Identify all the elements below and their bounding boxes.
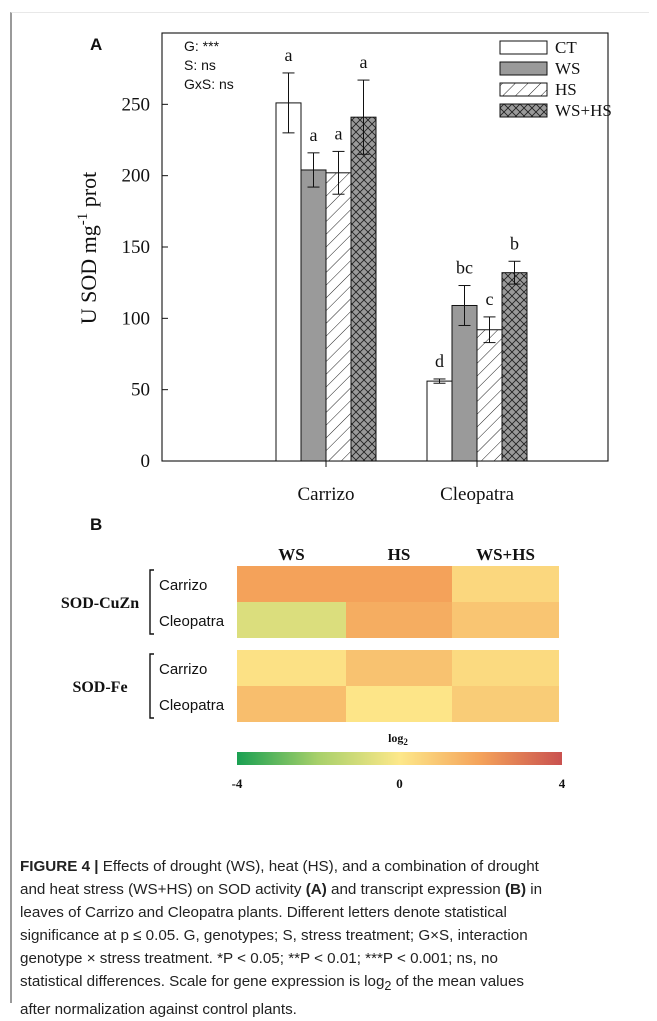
caption-sub-2: 2: [384, 979, 392, 994]
bar-ws-hs-cleopatra: [501, 272, 528, 462]
heatmap-cell: [237, 686, 346, 722]
legend-swatch: [499, 82, 548, 97]
legend-swatch: [499, 40, 548, 55]
x-tick-label: Carrizo: [298, 484, 355, 505]
stats-annotation: GxS: ns: [184, 76, 234, 92]
y-tick-label: 50: [131, 380, 150, 401]
caption-text-5: leaves of Carrizo and Cleopatra plants. …: [20, 904, 507, 921]
bar-ct-carrizo: [275, 102, 302, 462]
heatmap-cell: [346, 686, 452, 722]
caption-text-1: Effects of drought (WS), heat (HS), and …: [98, 858, 539, 875]
bar-hs-carrizo: [325, 172, 352, 462]
legend-label: CT: [555, 38, 577, 57]
significance-letter: b: [510, 233, 519, 253]
caption-label: FIGURE 4 |: [20, 858, 99, 875]
heatmap-cell: [237, 566, 346, 602]
significance-letter: c: [486, 289, 494, 309]
significance-letter: a: [285, 45, 293, 65]
significance-letter: d: [435, 351, 444, 371]
panel-b-heatmap: B WS HS WS+HS SOD-CuZn Carrizo Cleopatra SOD-Fe…: [61, 515, 566, 791]
caption-ref-b: (B): [504, 881, 527, 898]
caption-text-9: of the mean values: [391, 973, 525, 990]
caption-text-8: statistical differences. Scale for gene …: [20, 973, 385, 990]
group-bracket: [149, 653, 154, 719]
heatmap-cell: [346, 602, 452, 638]
genotype-row-label: Carrizo: [159, 577, 207, 594]
bar-ws-hs-carrizo: [350, 116, 377, 462]
legend-swatch: [499, 103, 548, 118]
heatmap-column-header: HS: [388, 545, 411, 564]
caption-text-7: genotype × stress treatment. *P < 0.05; …: [20, 950, 498, 967]
bar-ct-cleopatra: [426, 380, 453, 462]
legend-label: WS: [555, 59, 581, 78]
caption-text-4: in: [526, 881, 543, 898]
stats-annotation: G: ***: [184, 38, 220, 54]
scale-tick-label: 0: [396, 776, 403, 791]
scale-tick-label: 4: [559, 776, 566, 791]
figure-svg: A G: *** S: ns GxS: ns 0 50 100 150 200 250 U SOD …: [61, 32, 612, 791]
heatmap-cell: [452, 602, 559, 638]
significance-letter: a: [310, 125, 318, 145]
legend-swatch: [499, 61, 548, 76]
y-axis-label: U SOD mg-1 prot: [75, 172, 101, 324]
heatmap-column-header: WS: [278, 545, 304, 564]
y-tick-label: 150: [122, 237, 151, 258]
heatmap-cell: [452, 686, 559, 722]
bar-ws-cleopatra: [451, 304, 478, 462]
scale-tick-label: -4: [232, 776, 243, 791]
significance-letter: a: [360, 52, 368, 72]
significance-letter: a: [335, 123, 343, 143]
legend-label: HS: [555, 80, 577, 99]
genotype-row-label: Carrizo: [159, 661, 207, 678]
scale-label: log2: [388, 731, 408, 747]
caption-text-6: significance at p ≤ 0.05. G, genotypes; …: [20, 927, 528, 944]
heatmap-cell: [237, 602, 346, 638]
gene-group-label: SOD-CuZn: [61, 595, 139, 612]
heatmap-cell: [346, 650, 452, 686]
significance-letter: bc: [456, 258, 473, 278]
legend-label: WS+HS: [555, 101, 612, 120]
y-tick-label: 250: [122, 94, 151, 115]
caption-text-3: and transcript expression: [326, 881, 505, 898]
caption-ref-a: (A): [305, 881, 327, 898]
heatmap-cell: [452, 566, 559, 602]
caption-text-10: after normalization against control plan…: [20, 1001, 297, 1019]
genotype-row-label: Cleopatra: [159, 613, 225, 630]
figure-frame: [10, 12, 649, 1003]
figure-caption: FIGURE 4 | Effects of drought (WS), heat…: [20, 855, 640, 1021]
bar-hs-cleopatra: [476, 329, 503, 462]
heatmap-column-header: WS+HS: [476, 545, 535, 564]
heatmap-cell: [237, 650, 346, 686]
bar-ws-carrizo: [300, 169, 327, 462]
plot-frame: [161, 32, 609, 462]
y-tick-label: 0: [141, 451, 151, 472]
group-bracket: [149, 569, 154, 635]
genotype-row-label: Cleopatra: [159, 697, 225, 714]
panel-a-bar-chart: A G: *** S: ns GxS: ns 0 50 100 150 200 250 U SOD …: [75, 32, 612, 505]
x-tick-label: Cleopatra: [440, 484, 514, 505]
caption-text-2: and heat stress (WS+HS) on SOD activity: [20, 881, 306, 898]
y-tick-label: 100: [122, 308, 151, 329]
panel-b-label: B: [90, 515, 102, 534]
y-tick-label: 200: [122, 166, 151, 187]
heatmap-cell: [346, 566, 452, 602]
panel-a-label: A: [90, 35, 102, 54]
stats-annotation: S: ns: [184, 57, 216, 73]
heatmap-cell: [452, 650, 559, 686]
gene-group-label: SOD-Fe: [72, 679, 127, 696]
color-scale-bar: [237, 752, 562, 765]
